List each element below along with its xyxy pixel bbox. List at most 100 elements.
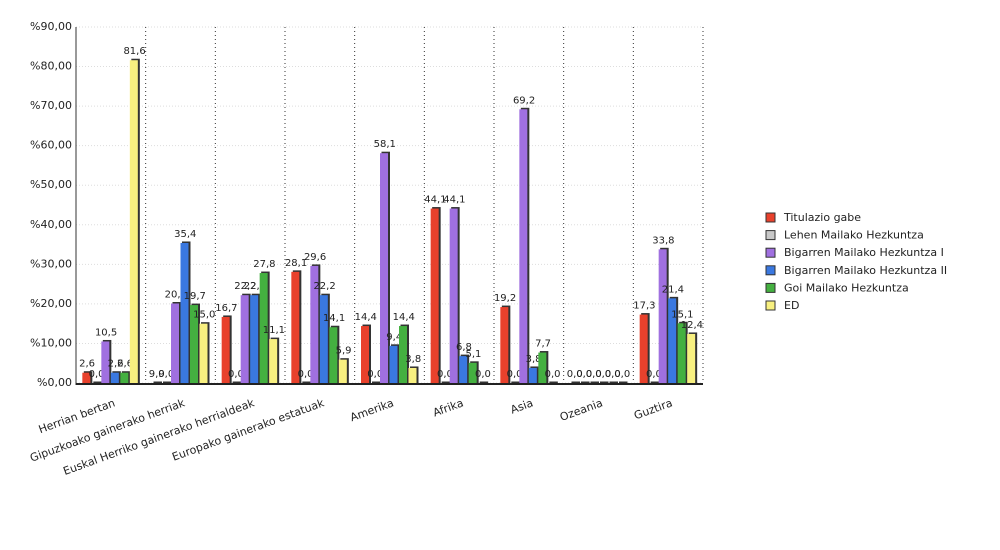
- value-label: 14,4: [355, 312, 377, 323]
- legend-swatch: [765, 300, 776, 311]
- value-label: 0,0: [228, 369, 244, 380]
- bar: [291, 271, 300, 383]
- value-label: 0,0: [567, 369, 583, 380]
- bar: [120, 372, 129, 383]
- value-label: 0,0: [614, 369, 630, 380]
- value-label: 2,6: [108, 359, 124, 370]
- value-label: 33,8: [652, 235, 674, 246]
- value-label: 22,2: [244, 281, 266, 292]
- value-label: 5,9: [336, 346, 352, 357]
- legend-label: ED: [784, 299, 799, 312]
- value-label: 0,0: [507, 369, 523, 380]
- value-label: 0,0: [158, 369, 174, 380]
- bar-shadow: [93, 381, 102, 383]
- value-label: 0,0: [646, 369, 662, 380]
- bar: [319, 295, 328, 383]
- bar: [639, 314, 648, 383]
- value-label: 0,0: [475, 369, 491, 380]
- bar: [171, 303, 179, 383]
- bar: [361, 326, 369, 383]
- bar: [668, 298, 677, 383]
- bar: [129, 60, 138, 384]
- value-label: 15,1: [671, 309, 693, 320]
- value-label: 22,2: [313, 281, 335, 292]
- legend-label: Bigarren Mailako Hezkuntza I: [784, 246, 944, 259]
- bar: [190, 305, 198, 383]
- bar: [338, 359, 347, 383]
- bar: [519, 109, 528, 383]
- bar: [221, 316, 230, 383]
- bar-shadow: [153, 381, 162, 383]
- bar-shadow: [609, 381, 618, 383]
- bar-shadow: [581, 381, 590, 383]
- value-label: 21,4: [662, 284, 684, 295]
- value-label: 0,0: [586, 369, 602, 380]
- y-tick-label: %90,00: [30, 20, 72, 33]
- legend-swatch: [765, 247, 776, 258]
- value-label: 29,6: [304, 252, 326, 263]
- bar-shadow: [571, 381, 580, 383]
- value-label: 0,0: [605, 369, 621, 380]
- legend-label: Lehen Mailako Hezkuntza: [784, 229, 924, 242]
- value-label: 10,5: [95, 327, 117, 338]
- bar: [180, 242, 189, 383]
- bar: [310, 265, 319, 383]
- value-label: 6,8: [456, 342, 472, 353]
- value-label: 27,8: [253, 259, 275, 270]
- value-label: 0,0: [437, 369, 453, 380]
- value-label: 14,4: [393, 312, 415, 323]
- bar: [269, 339, 278, 383]
- bar: [449, 208, 458, 383]
- value-label: 14,1: [323, 313, 345, 324]
- value-label: 28,1: [285, 258, 307, 269]
- legend-label: Titulazio gabe: [783, 211, 861, 224]
- value-label: 7,7: [535, 339, 551, 350]
- bar-shadow: [302, 381, 311, 383]
- bar: [538, 352, 547, 383]
- bar: [459, 356, 468, 383]
- x-tick-label: Guztira: [632, 396, 674, 422]
- value-label: 69,2: [513, 95, 535, 106]
- y-tick-label: %30,00: [30, 257, 72, 270]
- bar-shadow: [441, 381, 451, 383]
- x-tick-label: Afrika: [431, 396, 465, 419]
- y-tick-label: %80,00: [30, 60, 72, 73]
- bar: [430, 208, 439, 383]
- bar: [250, 295, 259, 383]
- value-label: 81,6: [123, 46, 145, 57]
- bar: [199, 323, 208, 383]
- bar-shadow: [232, 381, 242, 383]
- x-tick-label: Asia: [509, 396, 535, 416]
- bar: [329, 327, 338, 383]
- value-label: 2,6: [79, 359, 95, 370]
- value-label: 22,2: [234, 281, 256, 292]
- bar-shadow: [549, 381, 558, 383]
- bar: [259, 273, 268, 383]
- value-label: 58,1: [374, 139, 396, 150]
- value-label: 2,6: [117, 359, 133, 370]
- bar-shadow: [619, 381, 628, 383]
- legend-label: Bigarren Mailako Hezkuntza II: [784, 264, 947, 277]
- bar: [658, 249, 667, 383]
- x-tick-label: Ozeania: [558, 396, 604, 424]
- value-label: 35,4: [174, 229, 196, 240]
- bar: [408, 367, 417, 383]
- value-label: 17,3: [633, 301, 655, 312]
- value-label: 20,1: [165, 289, 187, 300]
- value-label: 15,0: [193, 310, 215, 321]
- value-label: 3,8: [526, 354, 542, 365]
- value-label: 0,0: [298, 369, 314, 380]
- bar: [687, 333, 696, 383]
- value-label: 44,1: [424, 195, 446, 206]
- x-tick-label: Amerika: [348, 396, 395, 424]
- value-label: 11,1: [263, 325, 285, 336]
- value-label: 0,0: [595, 369, 611, 380]
- bar-shadow: [479, 381, 489, 383]
- bar: [380, 153, 388, 383]
- bar: [389, 345, 398, 383]
- value-label: 3,8: [405, 354, 421, 365]
- legend-swatch: [765, 282, 776, 293]
- value-label: 19,7: [184, 291, 206, 302]
- bar: [101, 341, 110, 383]
